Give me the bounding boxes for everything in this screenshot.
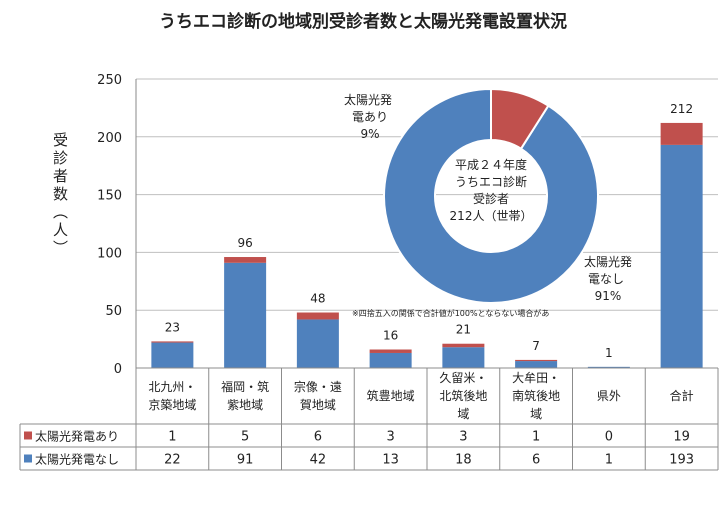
table-cell: 6 [532, 453, 540, 468]
category-label: 北九州・ [148, 380, 196, 394]
table-cell: 0 [605, 430, 613, 445]
bar-segment-no-solar [587, 366, 630, 368]
table-cell: 22 [164, 453, 181, 468]
table-cell: 18 [455, 453, 472, 468]
donut-label-no-solar: 91% [595, 289, 622, 303]
donut-center-text: 受診者 [473, 191, 509, 206]
donut-label-no-solar: 太陽光発 [584, 254, 632, 269]
donut-label-solar: 電あり [352, 110, 388, 124]
bar-segment-solar [151, 341, 194, 343]
donut-label-solar: 9% [360, 127, 379, 141]
donut-center-text: うちエコ診断 [455, 174, 527, 189]
category-label: 筑豊地域 [367, 388, 415, 403]
table-cell: 13 [382, 453, 399, 468]
category-label: 南筑後地 [512, 388, 560, 403]
bar-total-label: 96 [237, 236, 252, 250]
donut-inset: 平成２４年度うちエコ診断受診者212人（世帯）太陽光発電あり9%太陽光発電なし9… [344, 87, 632, 304]
chart-title: うちエコ診断の地域別受診者数と太陽光発電設置状況 [159, 11, 567, 32]
bar-segment-solar [369, 349, 412, 353]
bar-segment-solar [660, 122, 703, 145]
bar-total-label: 23 [165, 320, 180, 334]
category-label: 宗像・遠 [294, 379, 342, 394]
legend-label: 太陽光発電あり [35, 429, 119, 444]
donut-slice [383, 87, 599, 304]
y-tick-label: 200 [97, 131, 122, 146]
donut-center-text: 平成２４年度 [455, 157, 527, 172]
bar-segment-no-solar [224, 262, 267, 368]
donut-slice [490, 87, 550, 151]
table-cell: 91 [237, 453, 254, 468]
category-label: 域 [530, 407, 542, 421]
bar-total-label: 7 [532, 339, 540, 353]
bar-total-label: 212 [670, 102, 693, 116]
bar-segment-no-solar [442, 347, 485, 368]
table-cell: 193 [669, 453, 694, 468]
y-tick-label: 150 [97, 189, 122, 204]
y-axis-label: 受診者数（人） [51, 132, 69, 258]
table-cell: 6 [314, 430, 322, 445]
bar-segment-solar [515, 359, 558, 362]
table-cell: 3 [459, 430, 467, 445]
table-cell: 1 [168, 430, 176, 445]
category-label: 福岡・筑 [221, 379, 269, 394]
legend-swatch [24, 431, 32, 440]
bar-total-label: 1 [605, 346, 613, 360]
category-label: 紫地域 [227, 398, 263, 412]
y-tick-label: 0 [114, 362, 122, 377]
rounding-note: ※四捨五入の関係で合計値が100%とならない場合があ [352, 308, 549, 318]
table-cell: 1 [532, 430, 540, 445]
table-cell: 42 [310, 453, 327, 468]
bar-segment-solar [442, 343, 485, 348]
legend-swatch [24, 454, 32, 463]
bar-total-label: 16 [383, 329, 398, 343]
category-label: 大牟田・ [512, 370, 560, 385]
donut-label-no-solar: 電なし [588, 272, 624, 286]
bar-total-label: 48 [310, 292, 325, 306]
table-cell: 19 [673, 430, 690, 445]
category-label: 京築地域 [148, 397, 196, 412]
category-label: 久留米・ [439, 371, 487, 385]
bar-total-label: 21 [456, 323, 471, 337]
table-cell: 5 [241, 430, 249, 445]
legend-label: 太陽光発電なし [35, 452, 119, 467]
table-cell: 1 [605, 453, 613, 468]
donut-center-text: 212人（世帯） [450, 209, 533, 223]
bar-segment-solar [296, 312, 339, 320]
bar-segment-no-solar [296, 319, 339, 368]
y-tick-label: 50 [105, 304, 122, 319]
category-label: 県外 [597, 389, 621, 403]
bar-segment-no-solar [660, 144, 703, 368]
table-cell: 3 [386, 430, 394, 445]
bar-segment-no-solar [151, 342, 194, 368]
y-tick-label: 100 [97, 246, 122, 261]
donut-label-solar: 太陽光発 [344, 92, 392, 107]
category-label: 北筑後地 [439, 388, 487, 403]
category-label: 合計 [670, 388, 694, 403]
y-axis-ticks: 250 200 150 100 50 0 [97, 73, 122, 377]
category-label: 域 [457, 407, 469, 421]
bar-segment-no-solar [369, 352, 412, 368]
y-tick-label: 250 [97, 73, 122, 88]
bars: 23 96 48 16 21 7 1 212 [151, 102, 703, 368]
bar-segment-no-solar [515, 361, 558, 368]
bar-segment-solar [224, 257, 267, 263]
category-label: 賀地域 [300, 398, 336, 412]
